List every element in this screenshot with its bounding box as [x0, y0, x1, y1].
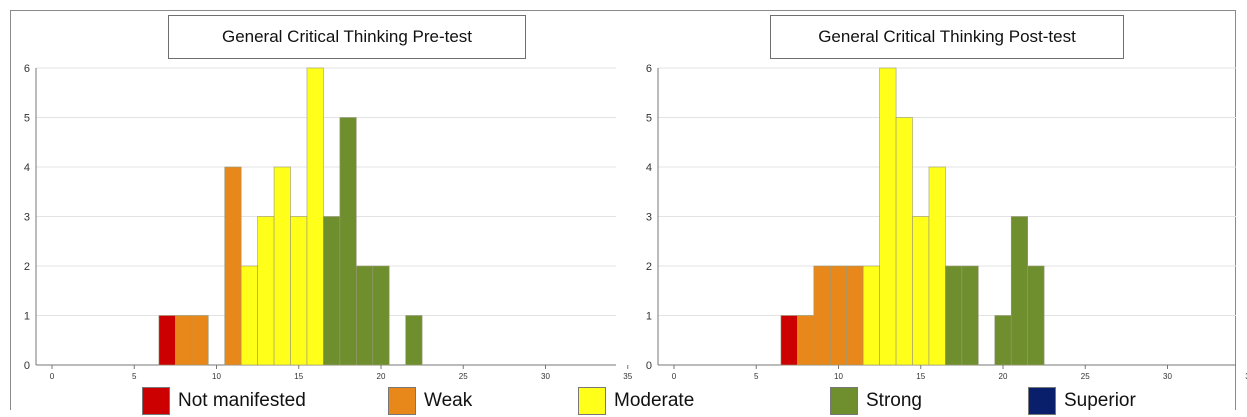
bar — [339, 117, 357, 366]
y-tick-label: 3 — [646, 212, 652, 224]
legend-label-superior: Superior — [1064, 390, 1136, 411]
bar — [191, 315, 209, 366]
figure-frame — [10, 10, 1236, 410]
bar — [829, 265, 848, 366]
y-tick-label: 0 — [24, 360, 30, 372]
y-tick-label: 5 — [24, 113, 30, 125]
bar — [862, 265, 880, 366]
x-tick-label: 35 — [1245, 372, 1247, 381]
legend-swatch-strong — [830, 387, 858, 415]
x-tick-label: 15 — [294, 372, 303, 381]
bar — [961, 265, 979, 366]
posttest-chart-title: General Critical Thinking Post-test — [770, 15, 1124, 59]
x-tick-label: 5 — [754, 372, 759, 381]
x-tick-label: 0 — [672, 372, 677, 381]
bar — [405, 315, 423, 366]
x-tick-label: 10 — [834, 372, 843, 381]
x-tick-label: 25 — [459, 372, 468, 381]
legend-item-superior: Superior — [1028, 386, 1136, 416]
y-tick-label: 4 — [24, 162, 30, 174]
legend-label-strong: Strong — [866, 390, 922, 411]
x-tick-label: 15 — [916, 372, 925, 381]
bar — [797, 315, 815, 366]
x-tick-label: 35 — [623, 372, 632, 381]
y-tick-label: 2 — [24, 261, 30, 273]
legend-swatch-superior — [1028, 387, 1056, 415]
bar — [994, 315, 1012, 366]
y-tick-label: 1 — [646, 311, 652, 323]
legend-label-moderate: Moderate — [614, 390, 695, 411]
bar — [1010, 216, 1028, 366]
x-tick-label: 20 — [377, 372, 386, 381]
legend-swatch-not-manifested — [142, 387, 170, 415]
bar — [813, 265, 831, 366]
pretest-chart-title: General Critical Thinking Pre-test — [168, 15, 526, 59]
x-tick-label: 5 — [132, 372, 137, 381]
bar — [928, 166, 946, 366]
legend-item-moderate: Moderate — [578, 386, 694, 416]
x-tick-label: 30 — [1163, 372, 1172, 381]
bar — [1027, 265, 1045, 366]
bar — [780, 315, 798, 366]
y-tick-label: 0 — [646, 360, 652, 372]
y-tick-label: 3 — [24, 212, 30, 224]
legend-swatch-moderate — [578, 387, 606, 415]
bar — [945, 265, 963, 366]
y-tick-label: 4 — [646, 162, 652, 174]
bar — [846, 265, 864, 366]
y-tick-label: 1 — [24, 311, 30, 323]
legend-item-weak: Weak — [388, 386, 472, 416]
bar — [912, 216, 930, 366]
bar — [372, 265, 390, 366]
y-tick-label: 6 — [24, 63, 30, 75]
x-tick-label: 10 — [212, 372, 221, 381]
x-tick-label: 30 — [541, 372, 550, 381]
y-tick-label: 5 — [646, 113, 652, 125]
y-tick-label: 2 — [646, 261, 652, 273]
legend-item-strong: Strong — [830, 386, 922, 416]
y-tick-label: 6 — [646, 63, 652, 75]
x-tick-label: 20 — [999, 372, 1008, 381]
x-tick-label: 0 — [50, 372, 55, 381]
legend-label-not-manifested: Not manifested — [178, 390, 306, 411]
bar — [895, 117, 913, 366]
legend-swatch-weak — [388, 387, 416, 415]
x-tick-label: 25 — [1081, 372, 1090, 381]
legend-item-not-manifested: Not manifested — [142, 386, 306, 416]
legend-label-weak: Weak — [424, 390, 473, 411]
bar — [879, 67, 897, 366]
